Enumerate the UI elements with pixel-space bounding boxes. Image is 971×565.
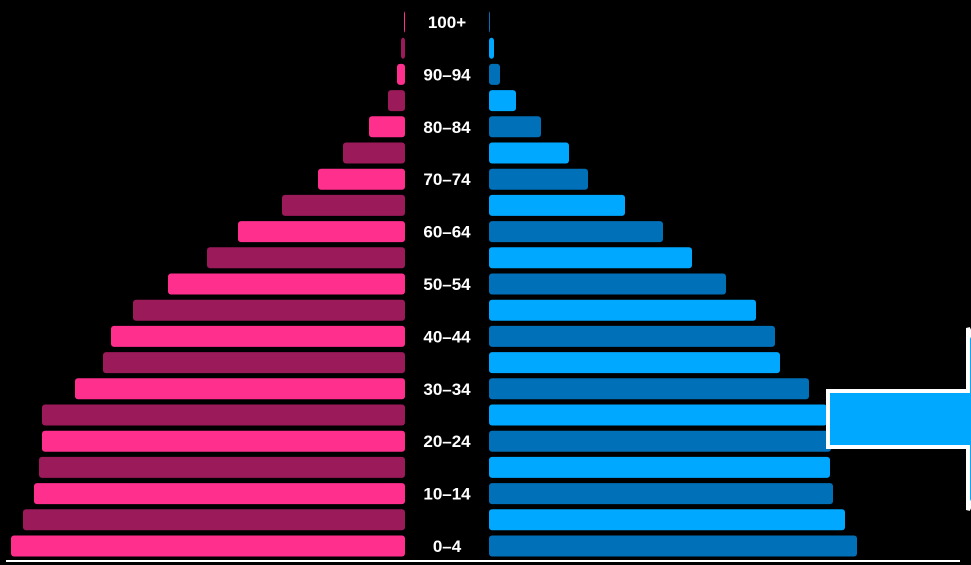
bar-left-14: [318, 168, 405, 190]
bar-left-1: [23, 509, 405, 531]
bar-right-19: [489, 37, 494, 59]
bar-right-2: [489, 483, 833, 505]
bar-left-20: [404, 11, 405, 33]
bar-left-0: [11, 535, 405, 557]
left-bars-group: [11, 11, 405, 557]
bar-right-1: [489, 509, 845, 531]
bar-right-6: [489, 378, 809, 400]
bar-left-4: [42, 430, 405, 452]
right-bars-group: [489, 11, 857, 557]
bar-right-16: [489, 116, 541, 138]
arrow-annotation-icon: [826, 327, 971, 511]
bar-left-3: [39, 456, 405, 478]
bar-right-11: [489, 247, 692, 269]
bar-left-2: [34, 483, 405, 505]
bar-left-7: [103, 352, 405, 374]
age-tick-label: 40–44: [423, 327, 471, 346]
age-tick-label: 100+: [428, 13, 466, 32]
bar-left-18: [397, 63, 405, 85]
age-tick-label: 60–64: [423, 223, 471, 242]
bar-right-18: [489, 63, 500, 85]
bar-right-3: [489, 456, 830, 478]
age-tick-label: 90–94: [423, 65, 471, 84]
age-tick-labels-group: 0–4 10–14 20–24 30–34 40–44 50–54 60–64 70–74 80…: [423, 13, 471, 556]
age-tick-label: 50–54: [423, 275, 471, 294]
bar-right-9: [489, 299, 756, 321]
bar-left-15: [343, 142, 405, 164]
bar-left-8: [111, 325, 405, 347]
bar-left-6: [75, 378, 405, 400]
bar-left-11: [207, 247, 405, 269]
bar-right-13: [489, 194, 625, 216]
bar-right-4: [489, 430, 831, 452]
bar-right-10: [489, 273, 726, 295]
bar-right-0: [489, 535, 857, 557]
bar-right-5: [489, 404, 827, 426]
bar-right-12: [489, 221, 663, 243]
bar-right-7: [489, 352, 780, 374]
bar-left-16: [369, 116, 405, 138]
age-tick-label: 80–84: [423, 118, 471, 137]
bar-right-20: [489, 11, 490, 33]
age-tick-label: 20–24: [423, 432, 471, 451]
age-tick-label: 0–4: [433, 537, 462, 556]
bar-left-19: [401, 37, 405, 59]
bar-left-12: [238, 221, 405, 243]
age-tick-label: 70–74: [423, 170, 471, 189]
bar-right-8: [489, 325, 775, 347]
bar-right-15: [489, 142, 569, 164]
bar-left-9: [133, 299, 405, 321]
bar-right-17: [489, 90, 516, 112]
bar-right-14: [489, 168, 588, 190]
age-tick-label: 10–14: [423, 485, 471, 504]
bar-left-10: [168, 273, 405, 295]
bar-left-5: [42, 404, 405, 426]
age-tick-label: 30–34: [423, 380, 471, 399]
bar-left-17: [388, 90, 405, 112]
bar-left-13: [282, 194, 405, 216]
